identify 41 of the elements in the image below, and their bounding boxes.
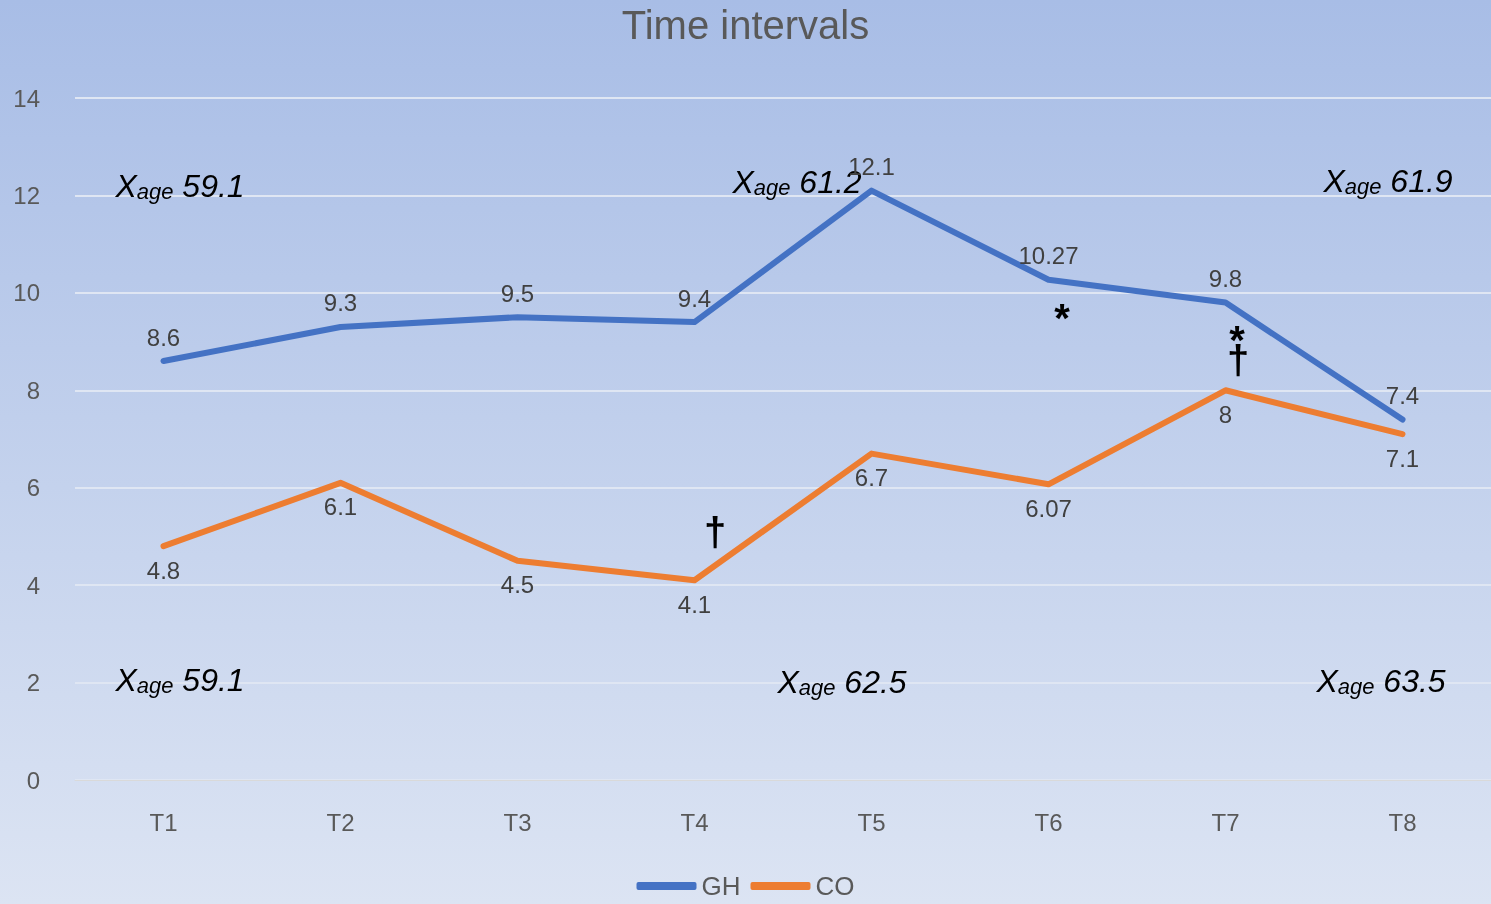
data-label: 8.6 bbox=[146, 323, 181, 351]
annotation: * bbox=[1054, 296, 1071, 340]
data-label: 4.1 bbox=[677, 590, 712, 618]
x-tick-label: T5 bbox=[857, 808, 886, 836]
x-tick-label: T1 bbox=[149, 808, 178, 836]
annotation: Xage 62.5 bbox=[776, 664, 907, 700]
y-tick-label: 10 bbox=[13, 279, 40, 307]
x-tick-label: T4 bbox=[680, 808, 709, 836]
legend-label: CO bbox=[815, 871, 855, 901]
y-tick-label: 6 bbox=[26, 474, 40, 502]
y-tick-label: 14 bbox=[13, 84, 40, 112]
data-label: 6.07 bbox=[1025, 494, 1072, 522]
annotation: Xage 63.5 bbox=[1315, 663, 1446, 699]
y-tick-label: 4 bbox=[26, 571, 40, 599]
x-tick-label: T6 bbox=[1034, 808, 1063, 836]
data-label: 9.3 bbox=[323, 289, 358, 317]
x-tick-label: T7 bbox=[1211, 808, 1240, 836]
annotation: Xage 59.1 bbox=[114, 662, 245, 698]
data-label: 6.7 bbox=[854, 464, 889, 492]
data-label: 7.4 bbox=[1385, 382, 1420, 410]
y-tick-label: 2 bbox=[26, 669, 40, 697]
data-label: 6.1 bbox=[323, 493, 358, 521]
x-tick-label: T3 bbox=[503, 808, 532, 836]
annotation: Xage 61.9 bbox=[1322, 163, 1453, 199]
data-label: 8 bbox=[1218, 400, 1233, 428]
data-label: 9.8 bbox=[1208, 265, 1243, 293]
annotation: Xage 59.1 bbox=[114, 168, 245, 204]
chart-title: Time intervals bbox=[621, 3, 870, 47]
x-tick-label: T2 bbox=[326, 808, 355, 836]
data-label: 7.1 bbox=[1385, 444, 1420, 472]
data-label: 10.27 bbox=[1018, 242, 1079, 270]
data-label: 9.4 bbox=[677, 284, 712, 312]
y-tick-label: 0 bbox=[26, 766, 40, 794]
y-tick-label: 8 bbox=[26, 376, 40, 404]
data-label: 4.5 bbox=[500, 571, 535, 599]
y-tick-label: 12 bbox=[13, 181, 40, 209]
annotation: † bbox=[703, 510, 727, 554]
data-label: 4.8 bbox=[146, 556, 181, 584]
data-label: 9.5 bbox=[500, 279, 535, 307]
legend-label: GH bbox=[701, 871, 741, 901]
x-tick-label: T8 bbox=[1388, 808, 1417, 836]
